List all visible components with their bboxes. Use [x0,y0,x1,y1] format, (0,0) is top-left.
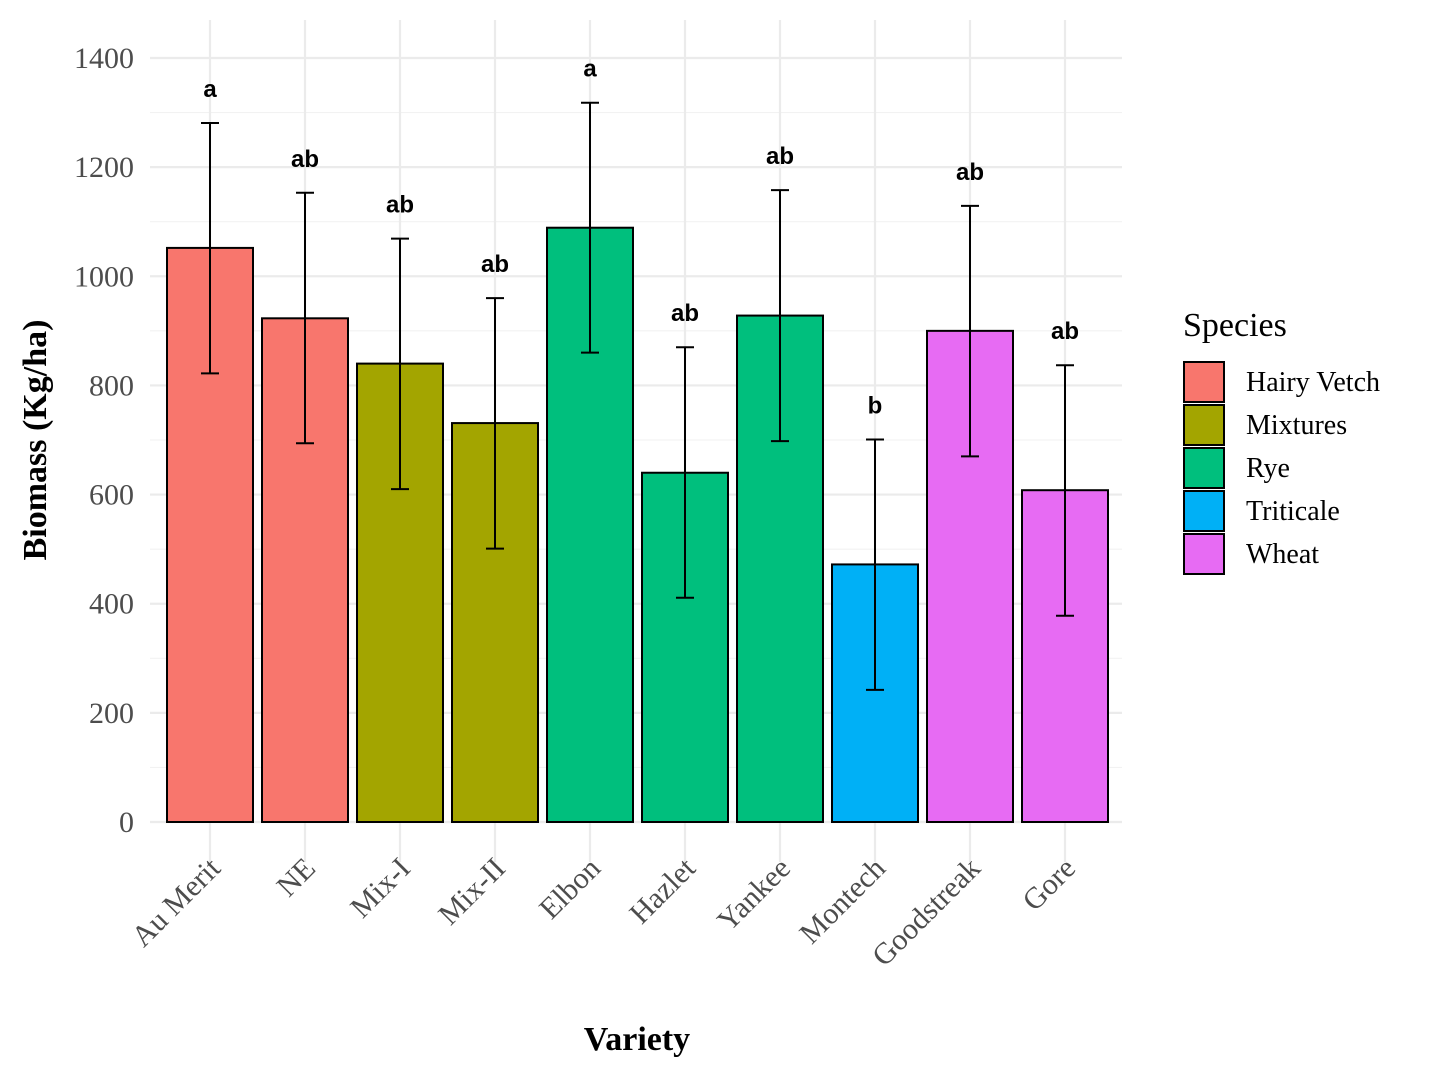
y-tick-label: 1400 [74,42,134,75]
legend-swatch-mixtures [1183,404,1225,446]
y-tick-label: 400 [89,588,134,621]
legend-label: Hairy Vetch [1246,367,1380,398]
significance-label: ab [766,143,794,170]
x-axis-ticks: Au Merit NE Mix-I Mix-II Elbon Hazlet YankeeMo… [125,851,1082,973]
x-tick-label: Yankee [711,852,797,938]
x-tick-label: Hazlet [623,851,702,930]
error-bars [201,101,1074,691]
significance-label: ab [386,192,414,219]
x-tick-label: NE [270,852,322,904]
legend-label: Triticale [1246,496,1340,527]
significance-label: a [203,76,217,103]
significance-label: ab [671,300,699,327]
significance-label: ab [1051,318,1079,345]
legend-swatch-hairy-vetch [1183,361,1225,403]
legend-swatch-wheat [1183,533,1225,575]
x-tick-label: Mix-I [344,852,417,925]
significance-label: a [583,56,597,83]
x-axis-title: Variety [584,1021,690,1058]
x-tick-label: Mix-II [432,852,512,932]
legend-title: Species [1183,307,1287,344]
y-tick-label: 800 [89,369,134,402]
legend: Species Hairy Vetch Mixtures Rye Triticale W… [1183,307,1380,575]
y-tick-label: 200 [89,697,134,730]
y-axis-title: Biomass (Kg/ha) [17,320,54,561]
x-tick-label: Gore [1016,852,1082,918]
bars [166,226,1109,823]
y-tick-label: 1000 [74,260,134,293]
legend-label: Mixtures [1246,410,1347,441]
significance-label: ab [956,159,984,186]
y-tick-label: 0 [119,806,134,839]
significance-label: ab [481,251,509,278]
x-tick-label: Montech [793,852,892,951]
significance-labels: a ab ab ab a ab ab b ab ab [203,56,1079,420]
x-tick-label: Elbon [533,852,607,926]
x-tick-label: Au Merit [125,851,227,953]
legend-swatch-triticale [1183,490,1225,532]
y-axis-ticks: 0 200 400 600 800 1000 1200 1400 [74,42,134,839]
significance-label: b [868,392,883,419]
significance-label: ab [291,146,319,173]
legend-swatch-rye [1183,447,1225,489]
legend-label: Rye [1246,453,1290,484]
y-tick-label: 600 [89,479,134,512]
legend-label: Wheat [1246,539,1319,570]
y-tick-label: 1200 [74,151,134,184]
